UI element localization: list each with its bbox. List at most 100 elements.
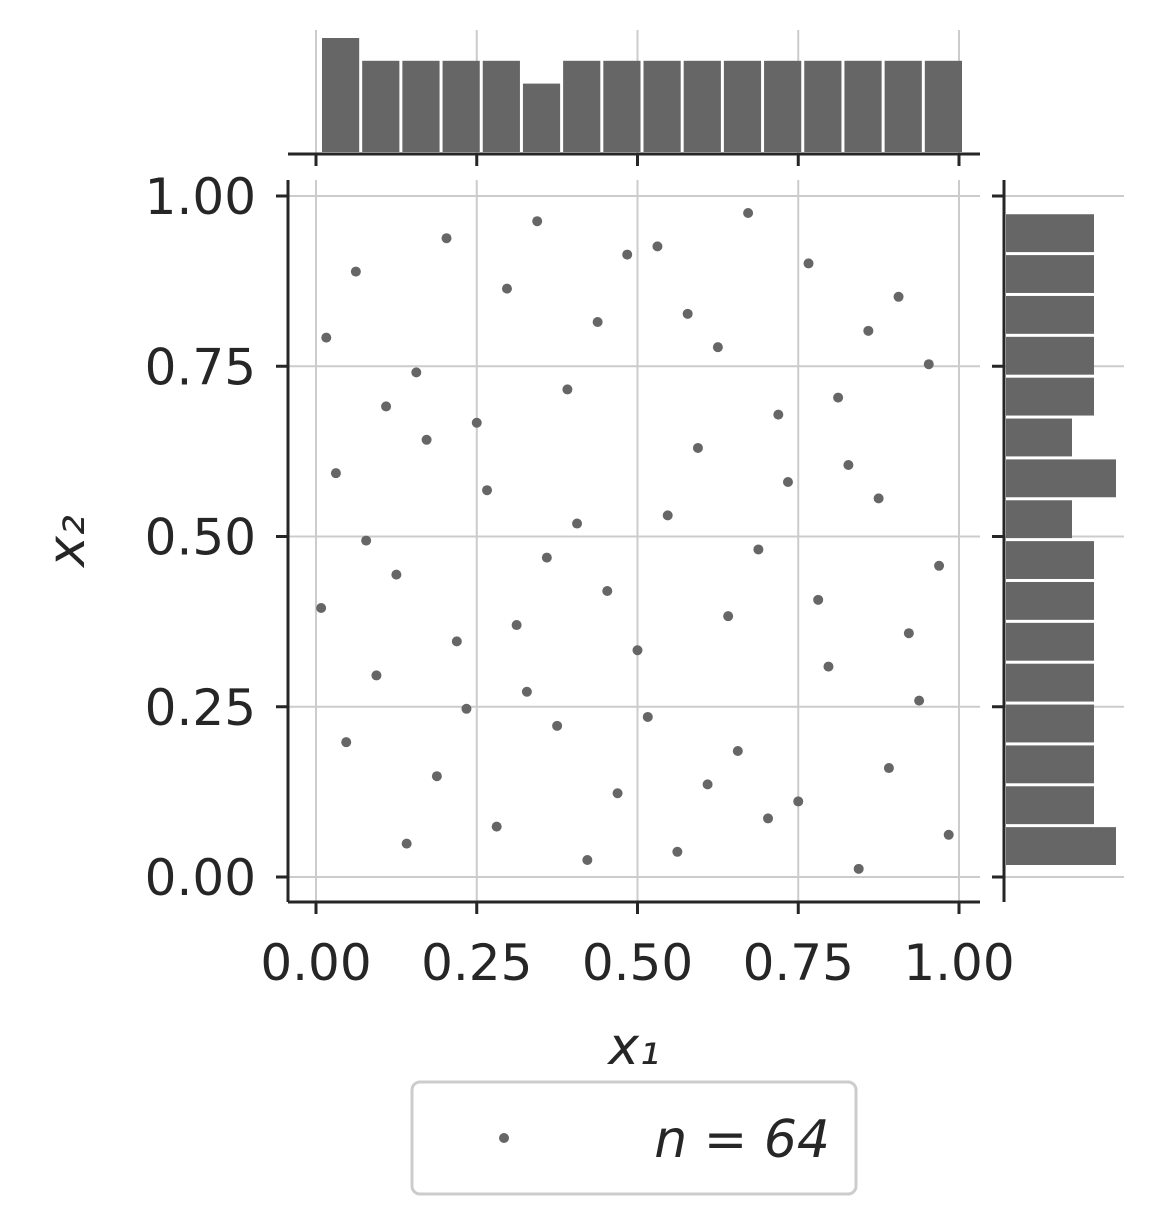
scatter-point [351, 267, 361, 277]
scatter-point [402, 839, 412, 849]
scatter-point [482, 485, 492, 495]
scatter-point [341, 737, 351, 747]
scatter-point [703, 779, 713, 789]
x-tick-label: 1.00 [903, 934, 1014, 992]
legend: n = 64 [412, 1082, 856, 1194]
y-tick-label: 0.75 [145, 338, 256, 396]
scatter-point [914, 696, 924, 706]
scatter-point [863, 326, 873, 336]
scatter-point [512, 620, 522, 630]
scatter-point [361, 536, 371, 546]
right-histogram-bar [1006, 296, 1094, 334]
top-histogram-bar [804, 61, 841, 152]
scatter-point [613, 788, 623, 798]
top-histogram-bar [844, 61, 881, 152]
x-tick-label: 0.50 [582, 934, 693, 992]
right-histogram-bar [1006, 337, 1094, 375]
scatter-point [924, 359, 934, 369]
scatter-point [904, 628, 914, 638]
y-tick-label: 1.00 [145, 168, 256, 226]
scatter-point [833, 393, 843, 403]
right-histogram-bar [1006, 705, 1094, 743]
y-tick-label: 0.50 [145, 509, 256, 567]
scatter-point [944, 830, 954, 840]
scatter-point [391, 570, 401, 580]
scatter-point [582, 855, 592, 865]
top-histogram-bar [443, 61, 480, 152]
scatter-point [432, 771, 442, 781]
scatter-point [854, 864, 864, 874]
top-histogram-bar [925, 61, 962, 152]
scatter-point [542, 553, 552, 563]
scatter-point [522, 687, 532, 697]
scatter-point [411, 367, 421, 377]
top-histogram-bar [563, 61, 600, 152]
scatter-point [663, 510, 673, 520]
top-histogram-bars [322, 38, 962, 152]
right-histogram-ticks [992, 196, 1004, 877]
right-histogram-bar [1006, 827, 1116, 865]
top-histogram-bar [362, 61, 399, 152]
scatter-point [773, 410, 783, 420]
right-histogram-bar [1006, 786, 1094, 824]
right-marginal-histogram [992, 180, 1124, 902]
top-histogram-ticks [316, 154, 959, 166]
scatter-point [894, 292, 904, 302]
scatter-point [743, 208, 753, 218]
scatter-point [371, 670, 381, 680]
top-histogram-bar [402, 61, 439, 152]
scatter-point [884, 763, 894, 773]
top-histogram-bar [764, 61, 801, 152]
right-histogram-bar [1006, 378, 1094, 416]
y-tick-label: 0.00 [145, 849, 256, 907]
y-axis-tick-labels: 0.00 0.25 0.50 0.75 1.00 [145, 168, 256, 907]
top-histogram-bar [603, 61, 640, 152]
x-tick-label: 0.75 [743, 934, 854, 992]
scatter-point [452, 636, 462, 646]
scatter-point [733, 746, 743, 756]
right-histogram-bar [1006, 745, 1094, 783]
scatter-panel: 0.00 0.25 0.50 0.75 1.00 0.00 0.25 0.50 0.75 1.0… [145, 168, 1015, 992]
x-axis-label: x₁ [606, 1017, 660, 1077]
scatter-point [381, 401, 391, 411]
x-axis-tick-labels: 0.00 0.25 0.50 0.75 1.00 [260, 934, 1014, 992]
scatter-point [552, 721, 562, 731]
scatter-gridlines [288, 180, 980, 902]
scatter-point [562, 384, 572, 394]
scatter-point [813, 595, 823, 605]
right-histogram-bar [1006, 623, 1094, 661]
scatter-point [442, 233, 452, 243]
scatter-point [593, 317, 603, 327]
y-axis-label: x₂ [37, 515, 97, 569]
legend-marker [499, 1133, 509, 1143]
scatter-point [572, 519, 582, 529]
top-histogram-bar [483, 61, 520, 152]
top-marginal-histogram [288, 30, 980, 166]
scatter-point [683, 309, 693, 319]
scatter-point [472, 418, 482, 428]
y-axis-ticks [276, 196, 288, 877]
top-histogram-bar [523, 84, 560, 152]
top-histogram-bar [684, 61, 721, 152]
scatter-point [874, 493, 884, 503]
scatter-point [753, 544, 763, 554]
scatter-point [492, 822, 502, 832]
right-histogram-bar [1006, 255, 1094, 293]
y-tick-label: 0.25 [145, 679, 256, 737]
scatter-point [763, 813, 773, 823]
scatter-point [843, 460, 853, 470]
scatter-point [934, 561, 944, 571]
legend-label: n = 64 [654, 1110, 830, 1170]
scatter-point [622, 250, 632, 260]
scatter-point [643, 712, 653, 722]
scatter-point [602, 586, 612, 596]
scatter-point [331, 468, 341, 478]
scatter-point [532, 216, 542, 226]
scatter-point [502, 284, 512, 294]
right-histogram-bar [1006, 500, 1072, 538]
scatter-point [633, 645, 643, 655]
scatter-points [316, 208, 954, 874]
x-tick-label: 0.25 [421, 934, 532, 992]
scatter-point [723, 611, 733, 621]
